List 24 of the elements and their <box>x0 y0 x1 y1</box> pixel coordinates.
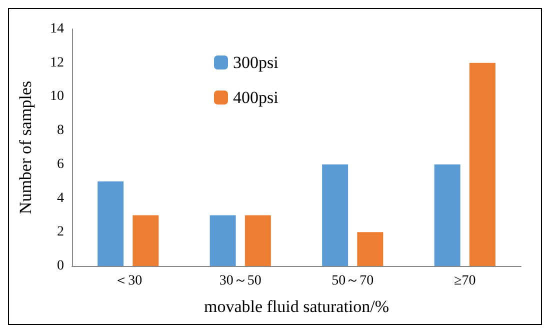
y-tick-label: 0 <box>57 258 64 274</box>
y-tick-label: 8 <box>57 123 64 138</box>
bar <box>357 232 384 266</box>
x-tick-label: 50～70 <box>332 274 374 288</box>
y-tick-label: 14 <box>50 22 64 36</box>
y-tick-label: 12 <box>50 55 64 70</box>
bar <box>322 164 348 266</box>
y-tick-label: 6 <box>57 156 64 172</box>
legend-label: 300psi <box>233 53 279 72</box>
y-axis-title: Number of samples <box>16 80 35 214</box>
y-tick-label: 2 <box>57 224 64 240</box>
y-tick-label: 4 <box>57 190 64 206</box>
bar <box>469 62 496 266</box>
bar <box>98 181 124 266</box>
x-tick-label: 30～50 <box>219 274 262 288</box>
y-tick-label: 10 <box>50 89 64 104</box>
bar <box>434 164 460 266</box>
legend-label: 400psi <box>233 88 279 107</box>
bar <box>244 215 271 266</box>
x-axis-title: movable fluid saturation/% <box>204 297 390 316</box>
x-tick-label: ＜30 <box>114 274 142 288</box>
x-tick-label: ≥70 <box>454 274 476 288</box>
bar <box>132 215 159 266</box>
bar <box>210 215 236 266</box>
